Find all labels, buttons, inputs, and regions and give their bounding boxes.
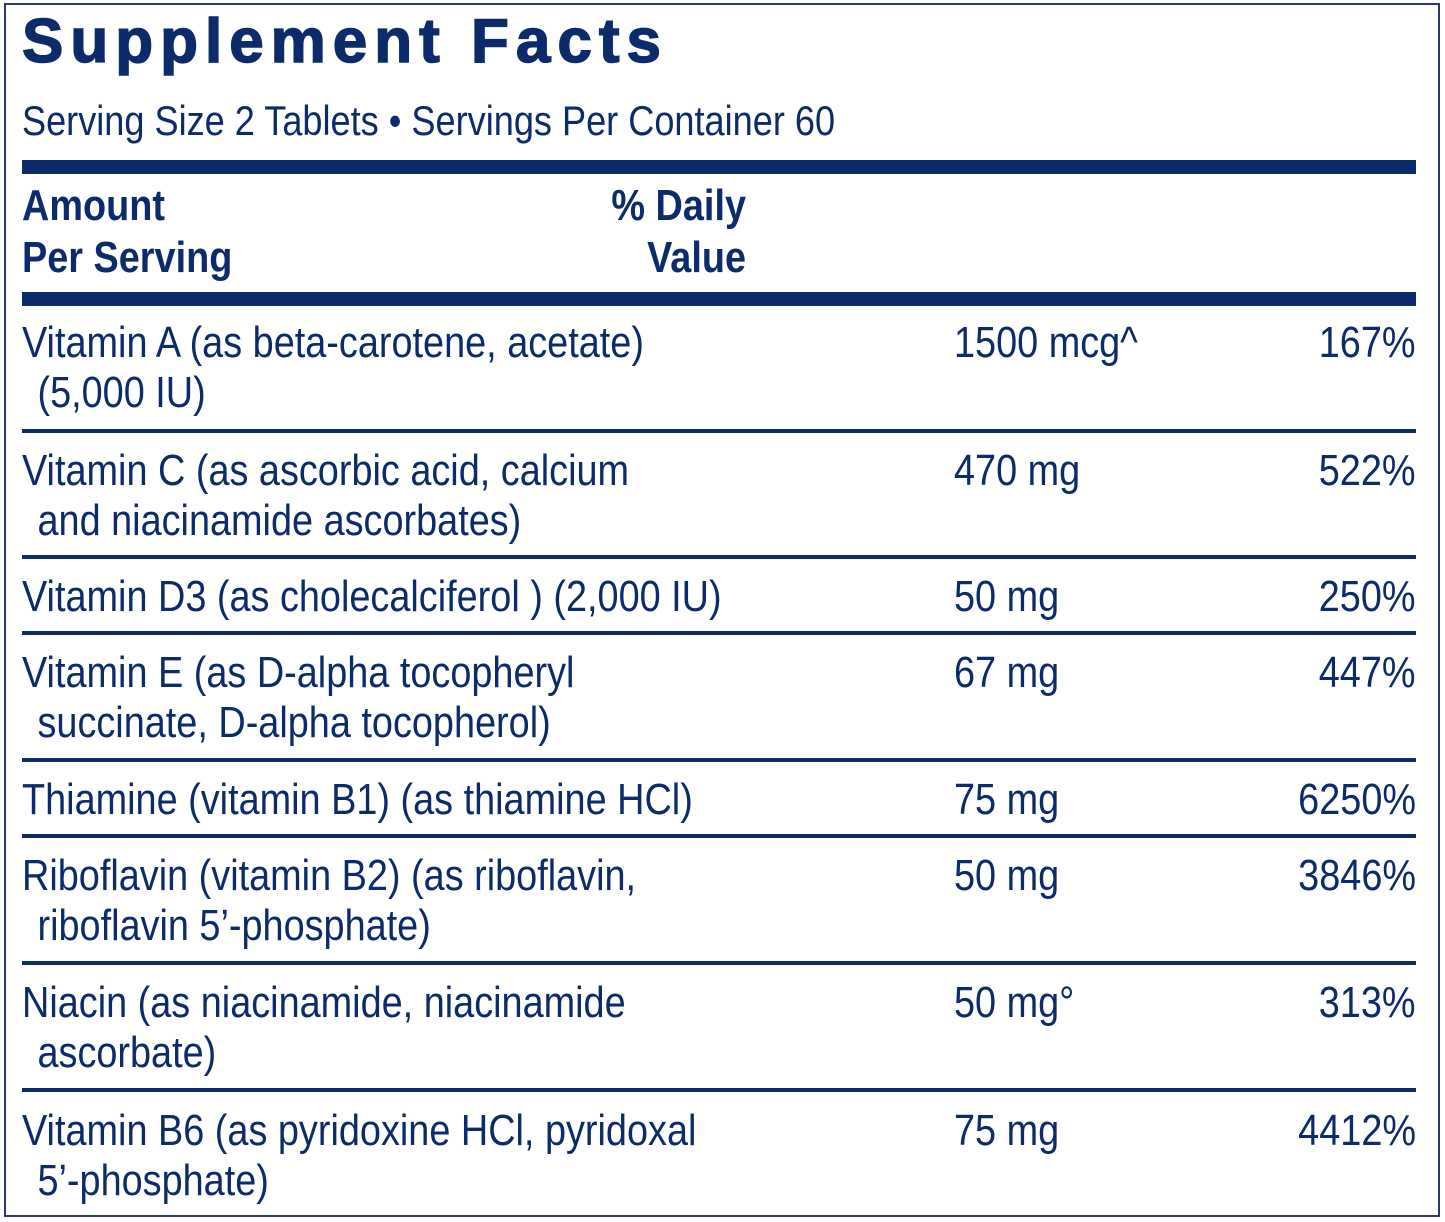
nutrient-amount: 50 mg — [954, 572, 1060, 621]
row-divider — [22, 631, 1416, 635]
row-divider — [22, 758, 1416, 762]
nutrient-name: Vitamin C (as ascorbic acid, calcium and… — [22, 446, 630, 545]
nutrient-daily-value: 4412% — [1298, 1106, 1416, 1155]
nutrient-daily-value: 250% — [1319, 572, 1416, 621]
row-divider — [22, 834, 1416, 838]
daily-value-header: % Daily Value — [611, 181, 746, 282]
row-divider — [22, 961, 1416, 965]
nutrient-daily-value: 447% — [1319, 648, 1416, 697]
nutrient-daily-value: 167% — [1319, 318, 1416, 367]
nutrient-amount: 50 mg° — [954, 978, 1075, 1027]
supplement-facts-panel — [4, 3, 1440, 1217]
row-divider — [22, 1088, 1416, 1092]
nutrient-daily-value: 313% — [1319, 978, 1416, 1027]
nutrient-name: Vitamin D3 (as cholecalciferol ) (2,000 … — [22, 572, 722, 621]
nutrient-amount: 67 mg — [954, 648, 1060, 697]
label-title: Supplement Facts — [21, 6, 668, 77]
nutrient-daily-value: 3846% — [1298, 851, 1416, 900]
nutrient-amount: 50 mg — [954, 851, 1060, 900]
amount-per-serving-header: Amount Per Serving — [22, 181, 233, 282]
row-divider — [22, 555, 1416, 559]
nutrient-name: Riboflavin (vitamin B2) (as riboflavin, … — [22, 851, 637, 950]
nutrient-amount: 470 mg — [954, 446, 1081, 495]
row-divider — [22, 429, 1416, 433]
nutrient-name: Vitamin E (as D-alpha tocopheryl succina… — [22, 648, 575, 747]
nutrient-daily-value: 522% — [1319, 446, 1416, 495]
nutrient-name: Vitamin A (as beta-carotene, acetate) (5… — [22, 318, 644, 417]
nutrient-daily-value: 6250% — [1298, 775, 1416, 824]
nutrient-name: Vitamin B6 (as pyridoxine HCl, pyridoxal… — [22, 1106, 697, 1205]
nutrient-amount: 75 mg — [954, 775, 1060, 824]
header-rule-top — [22, 160, 1416, 174]
header-rule-bottom — [22, 292, 1416, 306]
nutrient-name: Thiamine (vitamin B1) (as thiamine HCl) — [22, 775, 693, 824]
nutrient-amount: 75 mg — [954, 1106, 1060, 1155]
nutrient-name: Niacin (as niacinamide, niacinamide asco… — [22, 978, 626, 1077]
serving-info: Serving Size 2 Tablets • Servings Per Co… — [22, 97, 836, 144]
nutrient-amount: 1500 mcg^ — [954, 318, 1138, 367]
